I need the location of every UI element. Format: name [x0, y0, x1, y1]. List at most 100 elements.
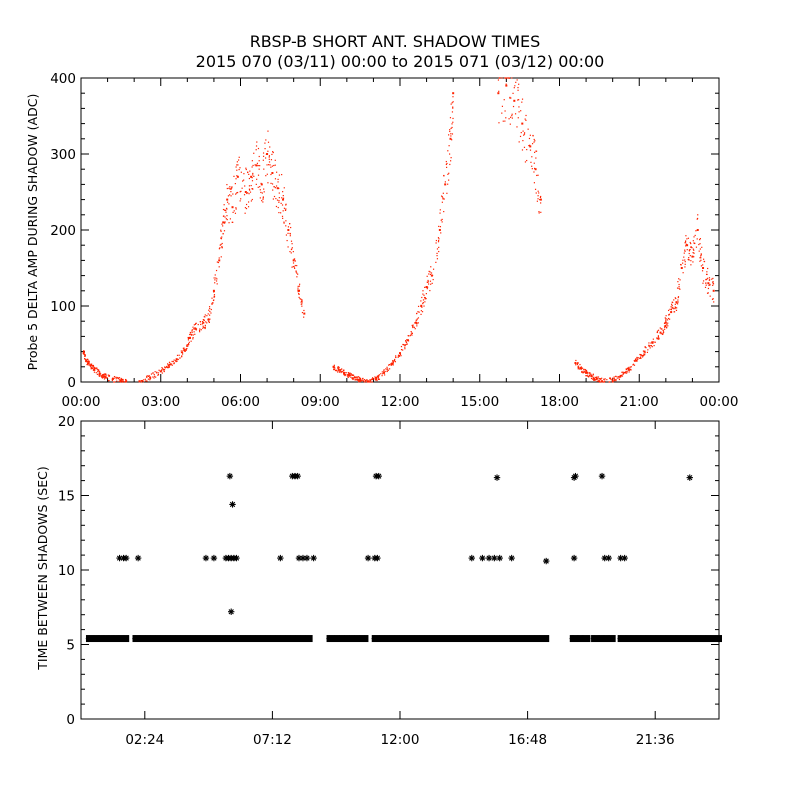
top-data-point: [248, 185, 251, 187]
top-data-point: [501, 105, 504, 107]
top-data-point: [674, 297, 676, 299]
top-data-point: [144, 378, 147, 380]
top-data-point: [452, 121, 454, 123]
top-data-point: [285, 220, 287, 222]
top-data-point: [149, 379, 151, 381]
top-data-point: [416, 325, 418, 327]
top-data-point: [353, 376, 356, 379]
baseline-point: [707, 635, 714, 642]
top-data-point: [375, 377, 378, 380]
top-data-point: [106, 377, 108, 379]
top-data-point: [140, 381, 143, 383]
top-data-point: [244, 207, 247, 209]
top-data-point: [148, 374, 150, 377]
top-data-point: [603, 381, 605, 383]
top-data-point: [588, 376, 590, 378]
top-data-point: [702, 258, 705, 260]
top-data-point: [451, 111, 454, 113]
top-data-point: [349, 374, 351, 377]
top-data-point: [92, 366, 94, 368]
top-data-point: [712, 298, 714, 300]
top-data-point: [91, 364, 93, 367]
top-data-point: [235, 207, 237, 209]
top-data-point: [291, 247, 293, 249]
top-data-point: [598, 378, 600, 380]
top-data-point: [448, 134, 450, 136]
top-data-point: [240, 190, 242, 192]
baseline-point: [590, 635, 598, 642]
top-data-point: [424, 298, 426, 300]
top-data-point: [262, 201, 264, 203]
top-data-point: [516, 126, 518, 128]
top-data-point: [421, 311, 424, 313]
top-data-point: [435, 239, 438, 242]
top-data-point: [659, 327, 661, 329]
top-data-point: [186, 345, 188, 347]
top-data-point: [237, 159, 240, 161]
top-data-point: [709, 283, 711, 286]
top-data-point: [684, 261, 686, 263]
top-data-point: [712, 277, 714, 280]
top-data-point: [661, 328, 663, 330]
top-data-point: [359, 378, 362, 381]
baseline-point: [481, 635, 488, 642]
top-data-point: [141, 380, 143, 382]
top-data-point: [520, 110, 522, 112]
top-data-point: [235, 208, 237, 210]
top-x-tick-label: 09:00: [301, 394, 340, 410]
top-data-point: [185, 349, 187, 351]
baseline-point: [687, 635, 694, 642]
top-data-point: [406, 339, 409, 342]
bottom-data-point: [508, 554, 515, 562]
top-data-point: [583, 368, 585, 370]
top-data-point: [224, 221, 226, 223]
top-data-point: [198, 329, 201, 332]
baseline-point: [292, 635, 299, 642]
top-data-point: [596, 380, 598, 382]
top-data-point: [297, 287, 299, 289]
top-data-point: [344, 374, 347, 376]
top-data-point: [416, 322, 418, 324]
top-data-point: [191, 329, 193, 331]
top-data-point: [690, 246, 692, 248]
top-data-point: [679, 288, 681, 290]
top-data-point: [277, 178, 279, 181]
top-data-point: [223, 215, 225, 217]
top-data-point: [235, 192, 238, 194]
top-data-point: [354, 379, 356, 381]
bottom-data-point: [295, 554, 303, 562]
top-data-point: [195, 328, 198, 330]
top-data-point: [352, 374, 354, 376]
top-data-point: [708, 279, 710, 281]
top-data-point: [665, 315, 667, 317]
top-data-point: [236, 175, 239, 178]
top-data-point: [235, 193, 237, 195]
top-data-point: [444, 181, 446, 183]
top-data-point: [647, 349, 649, 351]
top-data-point: [671, 307, 673, 309]
top-data-point: [275, 185, 278, 187]
top-data-point: [95, 367, 97, 369]
top-data-point: [298, 293, 300, 295]
top-data-point: [449, 117, 452, 119]
top-data-point: [91, 367, 93, 369]
top-data-point: [359, 377, 361, 379]
top-data-point: [284, 209, 287, 211]
top-data-point: [438, 240, 440, 242]
top-data-point: [589, 372, 591, 374]
top-data-point: [225, 218, 227, 220]
top-data-point: [192, 338, 194, 340]
top-data-point: [291, 243, 293, 245]
top-data-point: [249, 191, 252, 193]
top-data-point: [586, 371, 589, 373]
top-data-point: [678, 278, 680, 280]
top-data-point: [263, 191, 265, 193]
top-data-point: [200, 323, 202, 326]
top-data-point: [103, 378, 106, 380]
top-data-point: [171, 363, 173, 365]
top-data-point: [204, 327, 206, 329]
top-data-point: [438, 229, 441, 231]
top-data-point: [646, 351, 649, 353]
top-data-point: [231, 206, 234, 209]
top-data-point: [448, 179, 450, 181]
